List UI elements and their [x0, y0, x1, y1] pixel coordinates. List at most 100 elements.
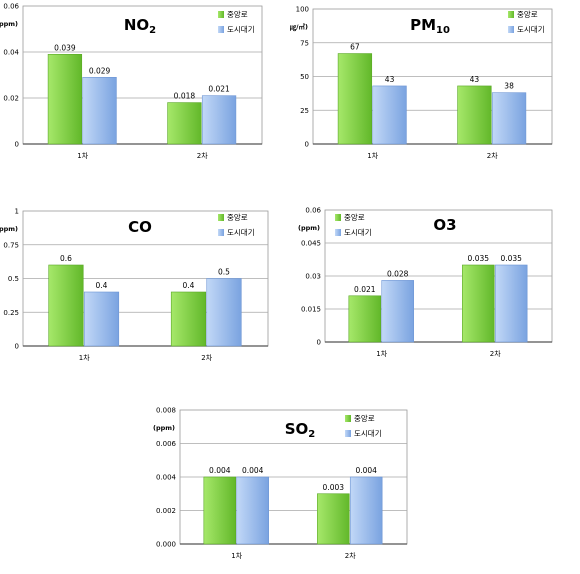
x-tick-label: 2차 — [201, 353, 212, 362]
x-tick-label: 1차 — [231, 551, 242, 560]
data-label: 0.029 — [89, 66, 111, 75]
x-tick-label: 1차 — [367, 151, 378, 160]
legend-swatch — [218, 11, 224, 18]
legend-swatch — [218, 229, 224, 236]
x-tick-label: 2차 — [487, 151, 498, 160]
legend-label: 도시대기 — [354, 429, 382, 438]
y-tick-label: 0.03 — [305, 273, 321, 281]
bar — [167, 102, 202, 145]
y-tick-label: 1 — [15, 208, 19, 216]
x-tick-label: 1차 — [77, 151, 88, 160]
y-tick-label: 0 — [15, 141, 19, 149]
chart-title: CO — [128, 218, 152, 236]
bar — [317, 493, 350, 545]
y-tick-label: 0.015 — [301, 306, 321, 314]
bar — [491, 92, 527, 145]
data-label: 0.004 — [242, 466, 264, 475]
legend-swatch — [218, 214, 224, 221]
data-label: 43 — [470, 75, 480, 84]
bar — [201, 95, 237, 145]
bar — [337, 53, 373, 145]
bar — [206, 278, 242, 347]
data-label: 0.021 — [208, 85, 230, 94]
y-tick-label: 0.06 — [305, 207, 321, 215]
bar — [457, 85, 492, 145]
data-label: 0.5 — [218, 268, 230, 277]
y-tick-label: 0 — [305, 141, 309, 149]
data-label: 0.6 — [60, 254, 72, 263]
x-tick-label: 2차 — [345, 551, 356, 560]
y-unit-label: (ppm) — [298, 224, 320, 232]
data-label: 0.039 — [54, 43, 76, 52]
y-tick-label: 0 — [15, 343, 19, 351]
data-label: 0.028 — [387, 269, 409, 278]
legend-swatch — [335, 229, 341, 236]
data-label: 67 — [350, 43, 360, 52]
legend-label: 도시대기 — [344, 228, 372, 237]
data-label: 0.021 — [354, 285, 376, 294]
y-tick-label: 0.02 — [3, 95, 19, 103]
chart-title: O3 — [433, 216, 456, 234]
y-unit-label: (ppm) — [0, 225, 18, 233]
bar — [494, 264, 528, 343]
data-label: 0.003 — [323, 483, 345, 492]
legend-swatch — [335, 214, 341, 221]
legend-label: 중앙로 — [227, 212, 248, 222]
y-tick-label: 0.06 — [3, 3, 19, 11]
bar — [82, 77, 117, 145]
y-tick-label: 100 — [296, 6, 309, 14]
y-tick-label: 50 — [300, 73, 309, 81]
bar — [462, 264, 495, 343]
bar — [83, 291, 120, 347]
x-tick-label: 2차 — [490, 349, 501, 358]
legend-label: 도시대기 — [227, 25, 255, 34]
y-tick-label: 0.04 — [3, 49, 19, 57]
bar — [349, 476, 383, 545]
y-tick-label: 0.004 — [156, 474, 177, 482]
bar — [372, 85, 407, 145]
data-label: 38 — [504, 82, 514, 91]
legend-swatch — [508, 26, 514, 33]
y-tick-label: 0.002 — [156, 507, 176, 515]
legend-label: 도시대기 — [517, 25, 545, 34]
y-tick-label: 0.75 — [3, 241, 19, 249]
y-unit-label: (㎍/㎥) — [290, 22, 308, 32]
y-tick-label: 75 — [300, 39, 309, 47]
legend-label: 중앙로 — [227, 9, 248, 19]
y-unit-label: (ppm) — [153, 424, 175, 432]
y-tick-label: 0 — [317, 339, 321, 347]
x-tick-label: 1차 — [376, 349, 387, 358]
data-label: 0.035 — [468, 254, 490, 263]
legend-swatch — [345, 430, 351, 437]
legend-label: 중앙로 — [344, 212, 365, 222]
data-label: 0.004 — [209, 466, 231, 475]
y-tick-label: 25 — [300, 107, 309, 115]
legend-swatch — [218, 26, 224, 33]
y-tick-label: 0.25 — [3, 309, 19, 317]
y-tick-label: 0.045 — [301, 240, 321, 248]
data-label: 0.035 — [500, 254, 522, 263]
chart-svg: 0.000 0.002 0.004 0.006 0.008 (ppm) SO2 중앙로도시대기… — [153, 407, 408, 560]
bar — [236, 476, 269, 545]
y-tick-label: 0.008 — [156, 407, 176, 415]
bar — [203, 476, 237, 545]
data-label: 0.004 — [355, 466, 377, 475]
bar — [348, 295, 382, 343]
data-label: 0.4 — [183, 281, 195, 290]
x-tick-label: 1차 — [79, 353, 90, 362]
y-tick-label: 0.5 — [8, 275, 19, 283]
bar — [381, 280, 414, 343]
bar — [47, 53, 83, 145]
data-label: 43 — [385, 75, 395, 84]
bar — [48, 264, 84, 347]
chart-title: SO2 — [285, 420, 316, 440]
legend-label: 도시대기 — [227, 228, 255, 237]
